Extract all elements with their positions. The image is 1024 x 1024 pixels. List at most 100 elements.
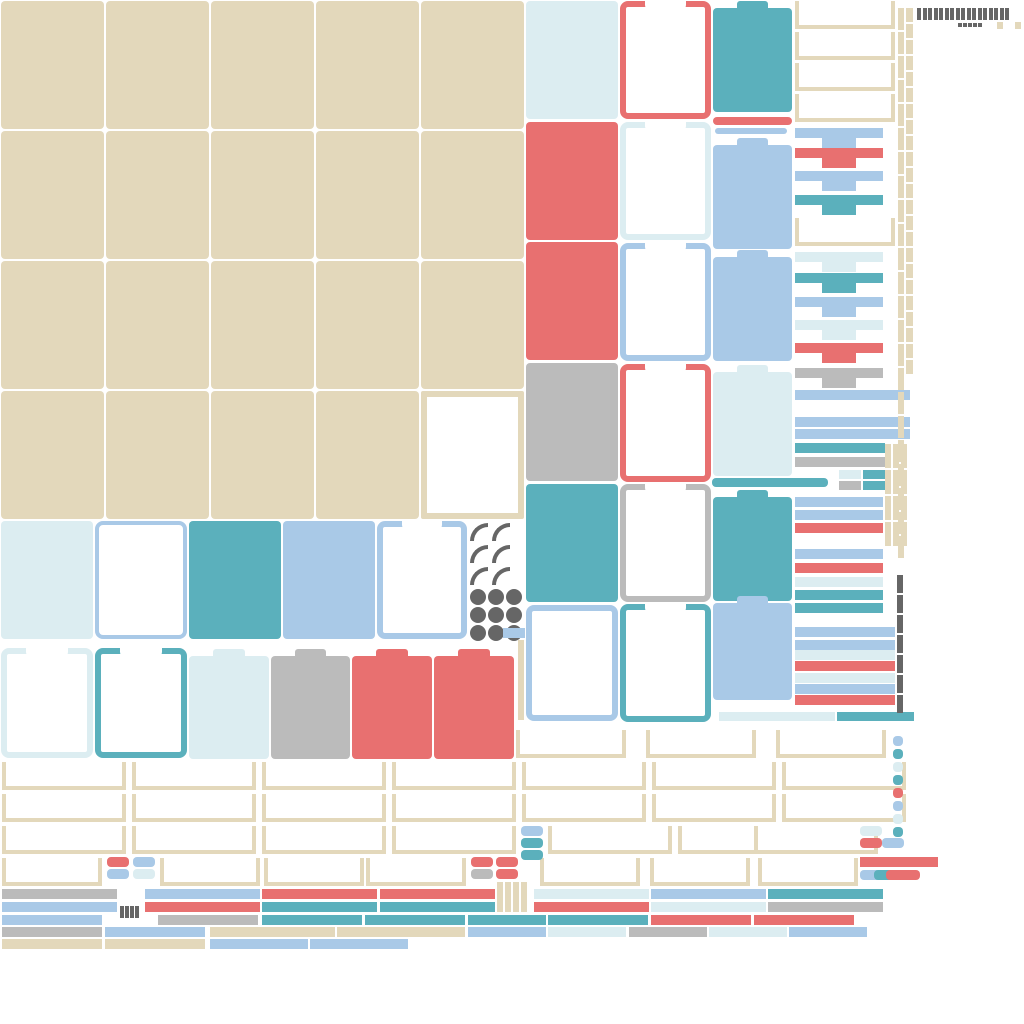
quarter-ring-icon — [492, 545, 510, 563]
side-strip — [898, 200, 904, 222]
checkbox-icon — [893, 775, 903, 785]
side-strip — [906, 328, 913, 342]
dark-bar-icon — [897, 635, 903, 653]
header-frame-sticker — [652, 762, 776, 790]
dark-bar-icon — [897, 695, 903, 713]
bar-glyph-icon — [961, 8, 965, 20]
side-strip — [898, 80, 904, 102]
side-strip — [898, 368, 904, 390]
header-frame-sticker — [516, 730, 626, 758]
strip-sticker — [534, 889, 649, 899]
header-frame-sticker — [795, 63, 895, 91]
full-box-sticker — [526, 242, 618, 360]
header-frame-sticker — [540, 858, 640, 886]
notched-frame-sticker — [95, 648, 187, 758]
strip-sticker — [262, 902, 377, 912]
header-frame-sticker — [522, 762, 646, 790]
side-strip — [906, 88, 913, 102]
chip-sticker — [860, 826, 882, 836]
banner-tab — [822, 330, 856, 340]
side-strip — [906, 72, 913, 86]
side-strip — [906, 40, 913, 54]
wide-strip — [795, 417, 910, 427]
checkbox-icon — [893, 749, 903, 759]
bar-glyph-icon — [125, 906, 129, 918]
side-strip — [898, 8, 904, 30]
banner-tab — [822, 307, 856, 317]
side-strip — [906, 168, 913, 182]
strip-sticker — [2, 889, 117, 899]
side-strip — [885, 444, 891, 468]
chip-sticker — [886, 870, 908, 880]
strip-sticker — [795, 640, 895, 650]
checkbox-icon — [893, 736, 903, 746]
bar-glyph-icon — [983, 8, 987, 20]
box-sticker — [1, 131, 104, 259]
side-strip — [906, 120, 913, 134]
banner-tab — [822, 205, 856, 215]
strip-sticker — [795, 590, 883, 600]
box-sticker — [316, 261, 419, 389]
bar-glyph-icon — [120, 906, 124, 918]
side-strip — [518, 640, 524, 720]
header-frame-sticker — [795, 218, 895, 246]
bar-glyph-icon — [977, 8, 982, 20]
small-strip — [713, 117, 792, 125]
bar-glyph-icon — [955, 8, 960, 20]
small-strip — [712, 478, 828, 487]
strip-sticker — [105, 927, 205, 937]
chip-sticker — [521, 850, 543, 860]
side-strip — [893, 470, 899, 494]
chip-sticker — [133, 857, 155, 867]
chip-sticker — [521, 826, 543, 836]
bar-glyph-icon — [933, 8, 938, 20]
tabbed-box-sticker — [713, 596, 792, 700]
side-strip — [898, 320, 904, 342]
checkbox-icon — [893, 762, 903, 772]
notched-frame-sticker — [620, 364, 711, 482]
strip-sticker — [795, 695, 895, 705]
bar-glyph-icon — [922, 8, 927, 20]
full-box-sticker — [1, 521, 93, 639]
strip-sticker — [795, 627, 895, 637]
strip-sticker — [795, 549, 883, 559]
dark-bar-icon — [897, 595, 903, 613]
header-frame-sticker — [795, 94, 895, 122]
strip-sticker — [468, 915, 546, 925]
box-sticker — [1, 391, 104, 519]
side-strip — [901, 470, 907, 494]
full-box-sticker — [526, 1, 618, 119]
side-strip — [885, 470, 891, 494]
header-frame-sticker — [776, 730, 886, 758]
box-sticker — [211, 261, 314, 389]
strip-sticker — [262, 915, 362, 925]
circle-icon — [470, 625, 486, 641]
small-strip — [863, 481, 885, 490]
wide-strip — [795, 429, 910, 439]
side-strip — [906, 152, 913, 166]
banner-sticker — [795, 297, 883, 307]
notched-frame-sticker — [620, 122, 711, 240]
strip-sticker — [548, 915, 648, 925]
header-frame-sticker — [650, 858, 750, 886]
banner-tab — [822, 283, 856, 293]
banner-tab — [822, 378, 856, 388]
tabbed-box-sticker — [713, 490, 792, 601]
strip-sticker — [380, 889, 495, 899]
box-sticker — [106, 391, 209, 519]
side-strip — [893, 522, 899, 546]
side-strip — [898, 296, 904, 318]
side-strip — [898, 392, 904, 414]
quarter-ring-icon — [492, 567, 510, 585]
header-frame-sticker — [2, 794, 126, 822]
circle-icon — [470, 589, 486, 605]
circle-icon — [506, 607, 522, 623]
header-frame-sticker — [2, 858, 102, 886]
header-frame-sticker — [262, 826, 386, 854]
strip-sticker — [709, 927, 787, 937]
side-strip — [898, 344, 904, 366]
bar-glyph-icon — [939, 8, 943, 20]
side-strip — [898, 176, 904, 198]
strip-sticker — [795, 603, 883, 613]
